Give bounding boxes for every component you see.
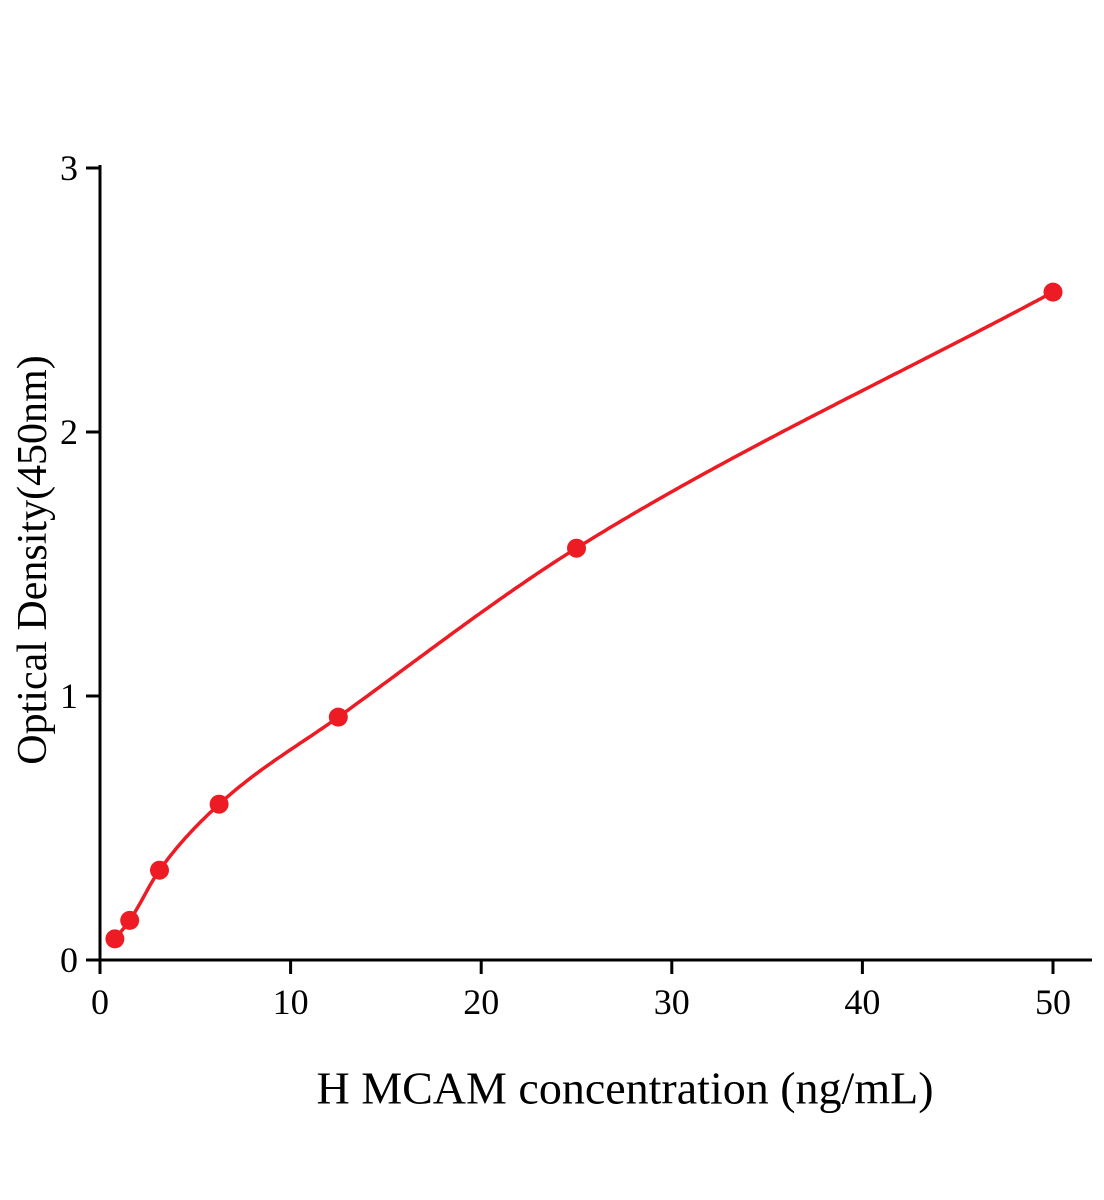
y-tick-label: 3 — [60, 148, 78, 188]
y-tick-label: 1 — [60, 676, 78, 716]
data-point — [120, 910, 140, 930]
x-tick-label: 0 — [91, 982, 109, 1022]
data-point — [150, 860, 169, 880]
x-tick-label: 30 — [654, 982, 690, 1022]
y-tick-label: 0 — [60, 940, 78, 980]
x-tick-label: 20 — [463, 982, 499, 1022]
standard-curve-line — [113, 290, 1055, 941]
x-tick-label: 10 — [273, 982, 309, 1022]
y-tick-label: 2 — [60, 412, 78, 452]
x-axis-label: H MCAM concentration (ng/mL) — [316, 1062, 934, 1114]
x-tick-label: 50 — [1035, 982, 1071, 1022]
data-point — [567, 538, 586, 558]
y-axis-label: Optical Density(450nm) — [10, 355, 56, 765]
data-point — [1043, 282, 1063, 302]
data-point — [328, 707, 348, 727]
data-point — [105, 929, 125, 949]
x-tick-label: 40 — [844, 982, 880, 1022]
data-point — [209, 794, 229, 814]
